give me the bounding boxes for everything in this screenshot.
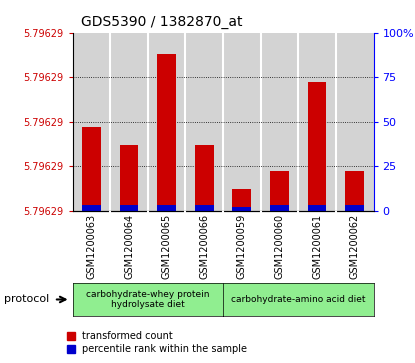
Bar <box>82 205 101 211</box>
Bar <box>157 205 176 211</box>
Text: carbohydrate-amino acid diet: carbohydrate-amino acid diet <box>231 295 366 304</box>
Text: GSM1200059: GSM1200059 <box>237 214 247 280</box>
Bar <box>270 205 289 211</box>
Bar <box>110 33 148 211</box>
Text: GSM1200060: GSM1200060 <box>274 214 284 279</box>
Bar <box>270 171 289 211</box>
Bar <box>345 171 364 211</box>
Bar <box>345 205 364 211</box>
Bar <box>186 33 223 211</box>
Bar <box>82 127 101 211</box>
Bar <box>336 33 374 211</box>
Text: carbohydrate-whey protein
hydrolysate diet: carbohydrate-whey protein hydrolysate di… <box>86 290 210 309</box>
Bar <box>261 33 298 211</box>
Text: GSM1200062: GSM1200062 <box>350 214 360 280</box>
Text: GSM1200065: GSM1200065 <box>162 214 172 280</box>
Text: GSM1200063: GSM1200063 <box>86 214 96 279</box>
Bar <box>195 145 214 211</box>
Bar <box>157 54 176 211</box>
Bar <box>120 145 139 211</box>
Bar <box>308 82 327 211</box>
Bar <box>195 205 214 211</box>
Bar <box>308 205 327 211</box>
Bar <box>148 33 186 211</box>
Text: GSM1200064: GSM1200064 <box>124 214 134 279</box>
Bar <box>120 205 139 211</box>
Bar <box>73 33 110 211</box>
Bar <box>232 189 251 211</box>
Legend: transformed count, percentile rank within the sample: transformed count, percentile rank withi… <box>63 327 251 358</box>
Text: GSM1200066: GSM1200066 <box>199 214 209 279</box>
Text: GDS5390 / 1382870_at: GDS5390 / 1382870_at <box>81 15 242 29</box>
Text: GSM1200061: GSM1200061 <box>312 214 322 279</box>
Bar <box>298 33 336 211</box>
Bar <box>223 33 261 211</box>
Bar <box>232 207 251 211</box>
Text: protocol: protocol <box>4 294 49 305</box>
